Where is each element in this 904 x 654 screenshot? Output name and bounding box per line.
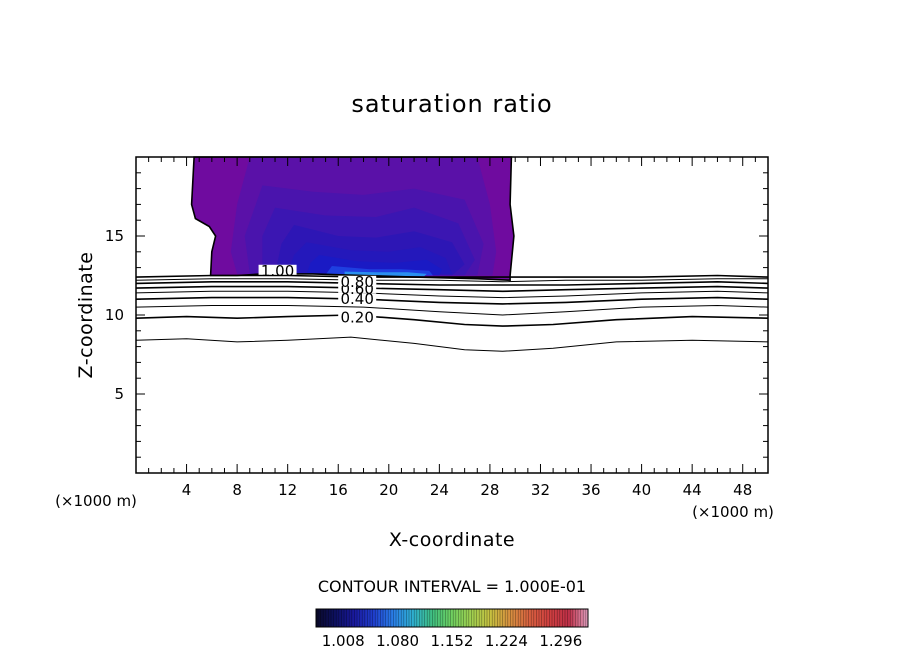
x-tick-label-9: 40	[632, 481, 651, 499]
contour-line-2	[135, 304, 769, 316]
y-tick-label-0: 5	[114, 385, 124, 403]
colorbar	[315, 608, 589, 628]
x-tick-label-11: 48	[733, 481, 752, 499]
x-tick-label-1: 8	[232, 481, 242, 499]
x-tick-label-6: 28	[480, 481, 499, 499]
contour-line-8	[135, 274, 769, 278]
colorbar-tick-label-1: 1.080	[376, 632, 419, 650]
y-tick-label-1: 10	[105, 306, 124, 324]
contour-line-5	[135, 285, 769, 293]
supersat-outline	[190, 156, 515, 282]
x-unit-label: (×1000 m)	[692, 503, 774, 521]
supersaturation-shading	[190, 156, 515, 282]
contour-label-bg-0	[338, 311, 377, 322]
x-tick-label-5: 24	[430, 481, 449, 499]
colorbar-tick-label-4: 1.296	[539, 632, 582, 650]
contour-labels: 0.200.400.600.801.00	[258, 262, 377, 326]
chart-title: saturation ratio	[351, 90, 552, 118]
contour-line-6	[135, 280, 769, 286]
x-tick-label-4: 20	[379, 481, 398, 499]
x-tick-label-2: 12	[278, 481, 297, 499]
contour-line-4	[135, 290, 769, 299]
colorbar-gradient	[315, 608, 589, 628]
colorbar-tick-label-2: 1.152	[431, 632, 474, 650]
contour-label-bg-3	[338, 275, 377, 286]
x-tick-label-0: 4	[182, 481, 192, 499]
contour-label-1: 0.40	[340, 290, 373, 308]
contour-label-3: 0.80	[340, 273, 373, 291]
colorbar-tick-labels: 1.008 1.080 1.152 1.224 1.296	[322, 632, 583, 650]
colorbar-tick-label-0: 1.008	[322, 632, 365, 650]
contour-label-4: 1.00	[261, 262, 294, 280]
contour-line-3	[135, 296, 769, 305]
contour-label-bg-4	[258, 264, 297, 275]
contour-line-7	[135, 278, 768, 283]
y-axis-label: Z-coordinate	[75, 252, 97, 379]
x-tick-label-3: 16	[329, 481, 348, 499]
x-tick-label-10: 44	[683, 481, 702, 499]
y-tick-label-2: 15	[105, 227, 124, 245]
x-tick-label-7: 32	[531, 481, 550, 499]
contour-label-bg-1	[338, 293, 377, 304]
x-axis-label: X-coordinate	[389, 529, 515, 551]
contour-interval-text: CONTOUR INTERVAL = 1.000E-01	[318, 577, 586, 596]
contour-label-0: 0.20	[340, 308, 373, 326]
contour-line-1	[135, 314, 769, 327]
z-unit-label: (×1000 m)	[55, 492, 137, 510]
x-tick-label-8: 36	[581, 481, 600, 499]
contour-label-bg-2	[338, 282, 377, 293]
colorbar-tick-label-3: 1.224	[485, 632, 528, 650]
contour-line-0	[135, 336, 769, 352]
contour-lines	[135, 274, 769, 352]
